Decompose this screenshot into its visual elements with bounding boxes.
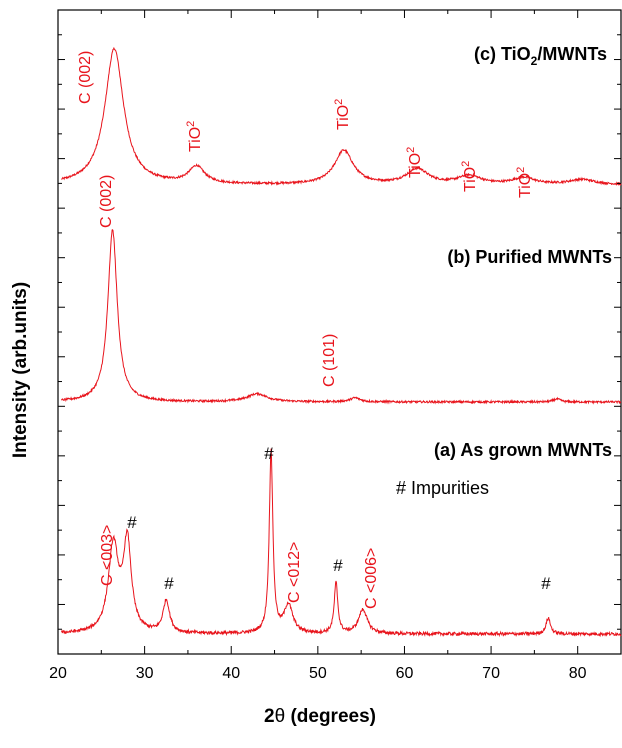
x-tick-label: 40 xyxy=(222,665,240,682)
impurity-mark: # xyxy=(264,444,274,463)
impurity-mark: # xyxy=(127,513,137,532)
x-tick-label: 60 xyxy=(396,665,414,682)
peak-label-tio2: TiO2 xyxy=(333,99,352,130)
impurities-note: # Impurities xyxy=(396,478,489,498)
impurity-mark: # xyxy=(164,574,174,593)
peak-label-c002-b: C (002) xyxy=(98,175,115,228)
peak-label-c003-a: C <003> xyxy=(99,525,116,586)
series-line-b xyxy=(61,229,622,405)
peak-label-c002-c: C (002) xyxy=(77,51,94,104)
peak-label-tio2: TiO2 xyxy=(460,161,479,192)
x-tick-label: 20 xyxy=(49,665,67,682)
x-tick-label: 50 xyxy=(309,665,327,682)
x-axis-title: 2θ (degrees) xyxy=(264,706,376,727)
peak-label-c012-a: C <012> xyxy=(286,542,303,603)
x-tick-label: 80 xyxy=(569,665,587,682)
impurity-mark: # xyxy=(541,574,551,593)
series-title-b: (b) Purified MWNTs xyxy=(447,247,612,267)
y-axis-title: Intensity (arb.units) xyxy=(10,282,31,458)
impurity-mark: # xyxy=(333,556,343,575)
series-line-a xyxy=(61,448,622,638)
x-tick-label: 70 xyxy=(482,665,500,682)
peak-label-tio2: TiO2 xyxy=(405,147,424,178)
peak-label-c101-b: C (101) xyxy=(321,334,338,387)
peak-label-tio2: TiO2 xyxy=(515,167,534,198)
peak-label-tio2: TiO2 xyxy=(185,121,204,152)
peak-label-c006-a: C <006> xyxy=(363,548,380,609)
series-title-c: (c) TiO2/MWNTs xyxy=(474,44,607,68)
x-tick-label: 30 xyxy=(136,665,154,682)
series-line-c xyxy=(61,46,622,187)
series-title-a: (a) As grown MWNTs xyxy=(434,440,612,460)
